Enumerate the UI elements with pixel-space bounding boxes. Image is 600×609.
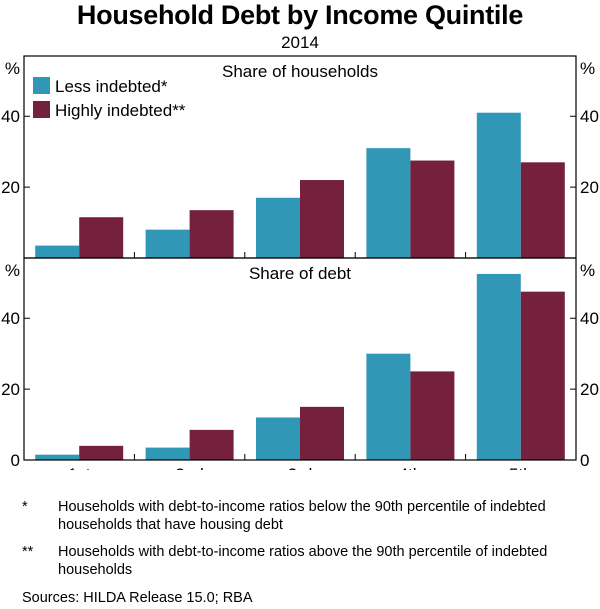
x-label-1st: 1st (68, 465, 91, 470)
chart-svg: 20 20 40 40% % Share of households 0 0 20 20 40 40%… (1, 55, 599, 470)
panel-1-bar-less-1st (35, 245, 80, 258)
panel-2-ytick-label-left-0: 0 (11, 451, 20, 470)
panel-2-title: Share of debt (249, 264, 351, 283)
panel-1-bar-less-4th (366, 148, 411, 258)
panel-1-bar-highly-5th (520, 162, 565, 258)
footnote-2-text: Households with debt-to-income ratios ab… (58, 544, 548, 578)
panel-1-title: Share of households (222, 62, 378, 81)
x-label-3rd: 3rd (288, 465, 313, 470)
chart-subtitle: 2014 (281, 33, 319, 52)
panel-1-bar-less-2nd (145, 229, 190, 258)
panel-2-frame (23, 257, 577, 461)
panel-2-ytick-label-left-20: 20 (1, 380, 20, 399)
panel-1-bar-highly-1st (79, 217, 124, 258)
panel-2-bar-less-5th (476, 273, 521, 460)
panel-1-bar-highly-4th (410, 160, 455, 258)
footnote-1-mark: * (22, 499, 28, 515)
panel-1-ytick-label-right-20: 20 (580, 178, 599, 197)
panel-1-bar-less-3rd (256, 197, 300, 258)
panel-2-bar-less-3rd (256, 417, 300, 460)
x-label-4th: 4th (399, 465, 423, 470)
sources-note: Sources: HILDA Release 15.0; RBA (22, 590, 253, 606)
panel-2-unit-left: % (5, 261, 20, 280)
legend-swatch-less (33, 77, 50, 94)
panel-2-bar-highly-2nd (189, 429, 234, 460)
footnote-2-mark: ** (22, 544, 34, 560)
panel-1-bar-highly-2nd (189, 210, 234, 258)
panel-1-ytick-label-right-40: 40 (580, 107, 599, 126)
legend-swatch-highly (33, 101, 50, 118)
chart-title: Household Debt by Income Quintile (76, 0, 524, 30)
panel-2-ytick-label-left-40: 40 (1, 309, 20, 328)
panel-2-bar-less-1st (35, 454, 80, 460)
panel-1-bar-highly-3rd (300, 180, 344, 258)
panel-1-unit-right: % (580, 59, 595, 78)
panel-2-unit-right: % (580, 261, 595, 280)
panel-1-ytick-label-left-20: 20 (1, 178, 20, 197)
panel-1-bar-less-5th (476, 112, 521, 258)
panel-1-ytick-label-left-40: 40 (1, 107, 20, 126)
panel-1-unit-left: % (5, 59, 20, 78)
panel-2-bar-less-4th (366, 353, 411, 460)
panel-2-bar-highly-5th (520, 291, 565, 460)
x-label-2nd: 2nd (175, 465, 203, 470)
footnote-1-text: Households with debt-to-income ratios be… (58, 499, 546, 533)
panel-2-bar-highly-3rd (300, 406, 344, 460)
panel-2-bar-less-2nd (145, 447, 190, 460)
panel-2-ytick-label-right-0: 0 (580, 451, 589, 470)
panel-2-ytick-label-right-20: 20 (580, 380, 599, 399)
panel-2-ytick-label-right-40: 40 (580, 309, 599, 328)
panel-2-bar-highly-1st (79, 445, 124, 460)
legend-label-less: Less indebted* (55, 77, 168, 96)
panel-2-bar-highly-4th (410, 371, 455, 460)
x-label-5th: 5th (509, 465, 533, 470)
legend-label-highly: Highly indebted** (55, 101, 186, 120)
